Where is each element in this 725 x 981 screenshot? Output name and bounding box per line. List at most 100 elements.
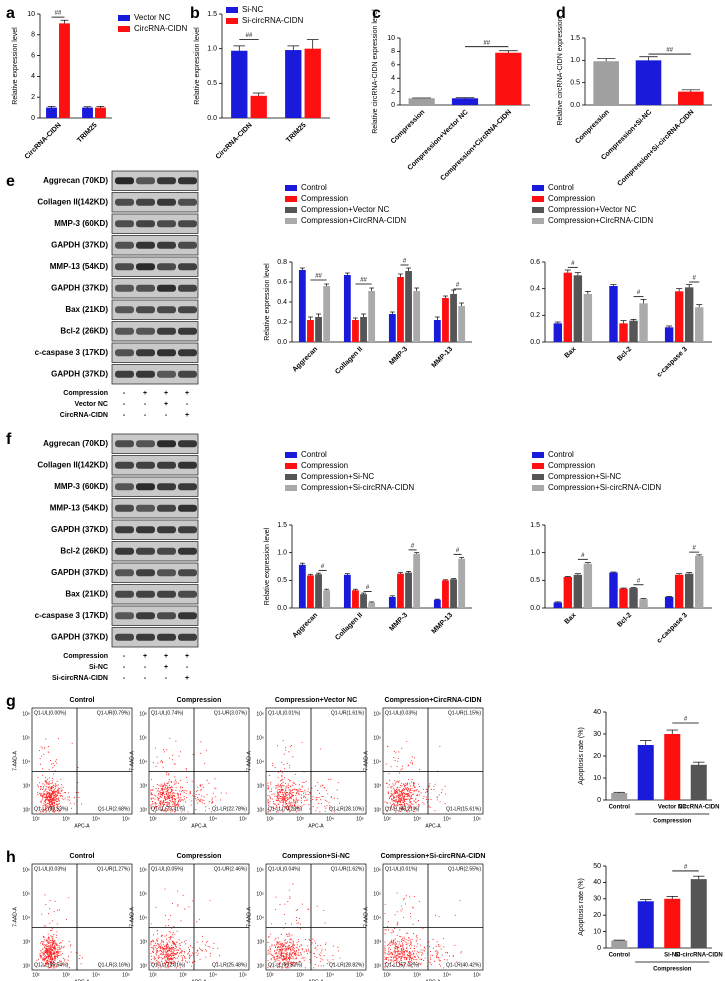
event-dot: [428, 941, 430, 943]
event-dot: [154, 942, 156, 944]
event-dot: [286, 762, 288, 764]
y-tick-label: 50: [593, 863, 601, 870]
event-dot: [284, 939, 286, 942]
event-dot: [404, 785, 406, 787]
event-dot: [44, 947, 47, 950]
event-dot: [412, 803, 414, 805]
event-dot: [162, 952, 164, 954]
event-dot: [53, 806, 55, 808]
event-dot: [290, 964, 292, 966]
event-dot: [290, 953, 292, 955]
event-dot: [388, 948, 390, 950]
event-dot: [304, 799, 306, 802]
event-dot: [402, 805, 404, 807]
event-dot: [278, 966, 280, 968]
blot-band: [115, 306, 134, 314]
event-dot: [287, 957, 290, 959]
event-dot: [52, 937, 54, 939]
event-dot: [173, 953, 175, 955]
event-dot: [283, 948, 285, 950]
event-dot: [417, 795, 419, 797]
event-dot: [403, 951, 405, 953]
event-dot: [388, 784, 390, 786]
y-tick-label: 0.4: [530, 286, 540, 293]
event-dot: [326, 800, 328, 802]
event-dot: [167, 967, 169, 969]
event-dot: [192, 753, 194, 755]
event-dot: [156, 959, 158, 961]
significance-label: #: [637, 578, 641, 584]
event-dot: [403, 938, 405, 940]
event-dot: [164, 783, 166, 785]
event-dot: [167, 964, 169, 966]
event-dot: [300, 954, 302, 956]
event-dot: [294, 952, 296, 954]
event-dot: [290, 947, 292, 949]
event-dot: [389, 952, 391, 954]
event-dot: [285, 788, 287, 790]
event-dot: [276, 942, 278, 944]
event-dot: [159, 796, 161, 798]
event-dot: [204, 948, 207, 950]
flow-title: Compression+Vector NC: [275, 697, 357, 704]
event-dot: [406, 782, 408, 784]
event-dot: [43, 808, 45, 810]
event-dot: [49, 941, 51, 943]
event-dot: [417, 783, 419, 785]
event-dot: [402, 789, 404, 791]
event-dot: [164, 787, 166, 789]
significance-label: ##: [55, 11, 62, 17]
event-dot: [284, 782, 286, 785]
event-dot: [170, 949, 172, 951]
event-dot: [60, 960, 62, 962]
event-dot: [48, 802, 50, 804]
event-dot: [288, 957, 290, 959]
event-dot: [284, 939, 287, 941]
event-dot: [394, 796, 396, 798]
event-dot: [43, 951, 45, 953]
event-dot: [276, 795, 278, 797]
event-dot: [52, 798, 54, 800]
event-dot: [49, 805, 52, 807]
event-dot: [388, 943, 390, 945]
blot-band: [157, 263, 176, 271]
event-dot: [285, 963, 287, 966]
event-dot: [285, 803, 287, 805]
event-dot: [172, 949, 174, 951]
treatment-mark: -: [123, 401, 126, 408]
blot-band: [136, 263, 155, 271]
event-dot: [201, 795, 203, 797]
event-dot: [47, 952, 49, 954]
event-dot: [50, 935, 52, 937]
event-dot: [69, 945, 71, 947]
event-dot: [61, 784, 63, 786]
event-dot: [290, 949, 292, 951]
event-dot: [155, 806, 158, 808]
event-dot: [268, 949, 270, 951]
event-dot: [169, 937, 171, 939]
event-dot: [199, 948, 201, 950]
event-dot: [161, 934, 163, 936]
event-dot: [393, 951, 395, 953]
flow-y-tick: 10⁴: [256, 915, 264, 921]
event-dot: [189, 791, 191, 793]
event-dot: [416, 951, 418, 953]
event-dot: [388, 959, 390, 961]
blot-band: [115, 612, 134, 620]
event-dot: [393, 797, 395, 799]
event-dot: [203, 796, 205, 798]
event-dot: [440, 960, 442, 962]
event-dot: [47, 803, 50, 805]
event-dot: [296, 941, 298, 943]
event-dot: [332, 954, 334, 957]
event-dot: [45, 809, 47, 811]
event-dot: [389, 963, 391, 965]
event-dot: [399, 780, 401, 782]
y-tick-label: 4: [31, 73, 35, 80]
event-dot: [272, 954, 274, 956]
y-tick-label: 0.5: [277, 577, 287, 584]
event-dot: [321, 950, 323, 952]
event-dot: [298, 918, 301, 920]
event-dot: [47, 959, 49, 961]
event-dot: [60, 942, 62, 944]
